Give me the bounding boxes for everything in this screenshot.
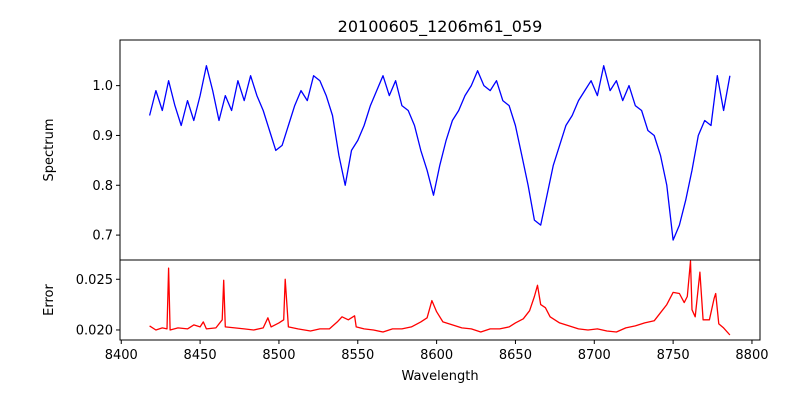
y-tick-label: 0.7 [92, 229, 113, 244]
x-tick-label: 8800 [735, 348, 768, 363]
x-tick-label: 8600 [420, 348, 453, 363]
x-tick-label: 8400 [105, 348, 138, 363]
y-tick-label: 1.0 [92, 79, 113, 94]
axes-frame [119, 39, 761, 261]
y-tick-label: 0.020 [76, 323, 113, 338]
spectrum-axes: 0.7 0.8 0.9 1.0 [92, 39, 761, 261]
x-tick-label: 8650 [499, 348, 532, 363]
axes-frame [119, 259, 761, 341]
y-tick-label: 0.8 [92, 179, 113, 194]
y-tick-label: 0.025 [76, 273, 113, 288]
x-tick-label: 8550 [341, 348, 374, 363]
spectrum-y-label: Spectrum [42, 119, 57, 182]
chart-title: 20100605_1206m61_059 [338, 17, 543, 37]
x-tick-label: 8700 [578, 348, 611, 363]
error-line [149, 260, 731, 336]
y-tick-label: 0.9 [92, 129, 113, 144]
error-axes: 0.020 0.025 8400 8450 8500 8550 8600 8650 8700 87… [76, 259, 769, 363]
x-axis-label: Wavelength [401, 369, 478, 384]
spectrum-line [148, 65, 731, 241]
x-tick-label: 8500 [262, 348, 295, 363]
x-tick-label: 8450 [184, 348, 217, 363]
x-tick-label: 8750 [657, 348, 690, 363]
error-y-label: Error [42, 284, 57, 316]
